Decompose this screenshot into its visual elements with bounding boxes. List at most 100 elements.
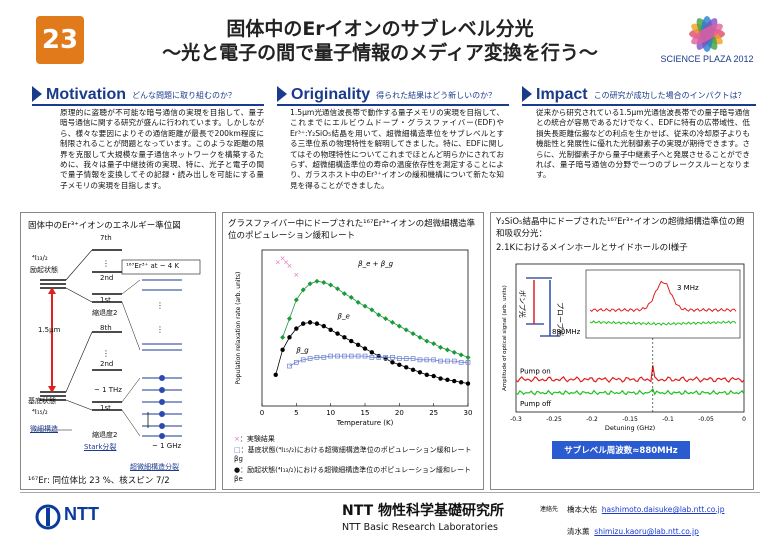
x-tick-label: 0 xyxy=(742,416,746,423)
svg-text:⋮: ⋮ xyxy=(156,301,164,310)
x-axis-label: Temperature (K) xyxy=(336,419,394,427)
divider xyxy=(32,104,264,106)
data-point xyxy=(383,354,388,360)
divider xyxy=(522,104,756,106)
x-tick-label: -0.25 xyxy=(546,416,562,423)
data-point xyxy=(307,281,313,287)
data-point xyxy=(458,380,464,385)
data-point: × xyxy=(280,255,286,263)
data-point xyxy=(458,352,464,358)
data-point xyxy=(335,331,340,336)
data-point xyxy=(403,327,409,333)
data-point xyxy=(397,362,402,368)
x-tick-label: 30 xyxy=(464,409,473,417)
data-point xyxy=(349,338,354,344)
data-point xyxy=(424,338,430,344)
data-point xyxy=(431,373,436,379)
data-point: × xyxy=(293,271,299,279)
data-point xyxy=(396,323,402,329)
data-point xyxy=(424,372,429,377)
pump-on-label: Pump on xyxy=(520,368,551,376)
data-point xyxy=(280,347,285,353)
data-point xyxy=(355,299,361,305)
absorption-subtitle: 2.1KにおけるメインホールとサイドホールのІ様子 xyxy=(496,243,688,253)
originality-body: 1.5μm光通信波長帯で動作する量子メモリの実現を目指して、これまでにエルビウム… xyxy=(290,108,504,190)
legend-marker: ● xyxy=(234,466,241,474)
data-point xyxy=(451,349,457,355)
svg-text:⋮: ⋮ xyxy=(102,349,110,358)
data-point xyxy=(383,316,389,322)
data-point xyxy=(389,319,395,325)
footer-divider xyxy=(20,492,760,493)
divider xyxy=(277,104,509,106)
lab-name-jp: NTT 物性科学基礎研究所 xyxy=(342,503,505,519)
series-line xyxy=(282,280,469,358)
absorption-title: Y₂SiO₅結晶中にドープされた¹⁶⁷Er³⁺イオンの超微細構造準位の飽和吸収分… xyxy=(496,217,745,239)
series-line xyxy=(289,355,468,367)
impact-heading: Impact この研究が成功した場合のインパクトは？ xyxy=(522,84,746,104)
contact-email[interactable]: hashimoto.daisuke@lab.ntt.co.jp xyxy=(601,505,725,514)
pump-label: ポンプ光 xyxy=(518,290,527,318)
level-1st-bottom: 1st xyxy=(100,404,111,412)
legend-text: ：実験結果 xyxy=(239,435,275,443)
svg-text:⋮: ⋮ xyxy=(156,325,164,334)
data-point xyxy=(369,354,375,360)
data-point xyxy=(307,356,313,361)
relaxation-chart: 0 5 10 15 20 25 30 Temperature (K) Population re… xyxy=(235,249,473,427)
data-point xyxy=(404,365,409,370)
level-2nd-bottom: 2nd xyxy=(100,360,114,368)
data-point xyxy=(293,359,299,365)
data-point: × xyxy=(275,258,281,266)
data-point xyxy=(341,291,347,297)
data-point xyxy=(362,303,368,309)
data-point xyxy=(321,323,326,329)
contact-email[interactable]: shimizu.kaoru@lab.ntt.co.jp xyxy=(594,527,699,536)
series-label: β_e + β_g xyxy=(358,260,394,268)
series-label: β_g xyxy=(296,346,309,354)
originality-heading: Originality 得られた結果はどう新しいのか？ xyxy=(277,84,496,104)
section-heading-text: Motivation xyxy=(46,86,126,103)
section-question: どんな問題に取り組むのか？ xyxy=(132,91,236,100)
data-point xyxy=(410,331,416,337)
x-tick-label: -0.1 xyxy=(662,416,674,423)
contact-1: 橋本大佑 hashimoto.daisuke@lab.ntt.co.jp xyxy=(567,504,725,515)
excited-label: 励起状態 xyxy=(30,266,58,274)
section-heading-text: Impact xyxy=(536,86,588,103)
pump-off-line xyxy=(515,387,745,396)
mhz880-label: 880MHz xyxy=(552,328,581,336)
contact-2: 清水薫 shimizu.kaoru@lab.ntt.co.jp xyxy=(567,526,699,537)
data-point xyxy=(465,359,471,365)
level-2nd-top: 2nd xyxy=(100,274,114,282)
fine-structure-label: 微細構造 xyxy=(30,425,58,433)
data-point xyxy=(328,353,334,359)
ghz-label: ~ 1 GHz xyxy=(152,442,182,450)
data-point xyxy=(403,356,409,361)
data-point xyxy=(431,341,437,347)
triangle-icon xyxy=(277,86,287,102)
data-point xyxy=(321,279,327,285)
data-point xyxy=(314,278,320,284)
data-point xyxy=(445,358,450,364)
section-question: この研究が成功した場合のインパクトは？ xyxy=(593,91,746,100)
data-point xyxy=(438,358,443,364)
x-tick-label: 15 xyxy=(361,409,370,417)
relaxation-panel xyxy=(222,212,484,490)
data-point xyxy=(417,357,423,363)
data-point xyxy=(444,347,450,353)
data-point xyxy=(287,363,292,369)
lab-name-en: NTT Basic Research Laboratories xyxy=(342,522,498,533)
data-point xyxy=(314,321,320,326)
degeneracy-bottom: 縮退度2 xyxy=(92,431,118,439)
data-point xyxy=(314,354,320,360)
contact-name: 清水薫 xyxy=(567,527,590,536)
legend-ground: □：基底状態(⁴I₁₅/₂)における超微細構造準位のポピュレーション緩和レートβ… xyxy=(234,446,478,464)
legend-experiment: ×：実験結果 xyxy=(234,434,275,444)
ntt-brand: NTT xyxy=(64,504,99,524)
three-mhz-label: 3 MHz xyxy=(677,284,699,292)
legend-text: ：励起状態(⁴I₁₃/₂)における超微細構造準位のポピュレーション緩和レートβe xyxy=(234,466,471,483)
data-point xyxy=(369,307,375,313)
degeneracy-top: 縮退度2 xyxy=(92,309,118,317)
legend-text: ：基底状態(⁴I₁₅/₂)における超微細構造準位のポピュレーション緩和レートβg xyxy=(234,446,472,463)
science-plaza-text: SCIENCE PLAZA 2012 xyxy=(660,54,754,64)
motivation-heading: Motivation どんな問題に取り組むのか？ xyxy=(32,84,236,104)
